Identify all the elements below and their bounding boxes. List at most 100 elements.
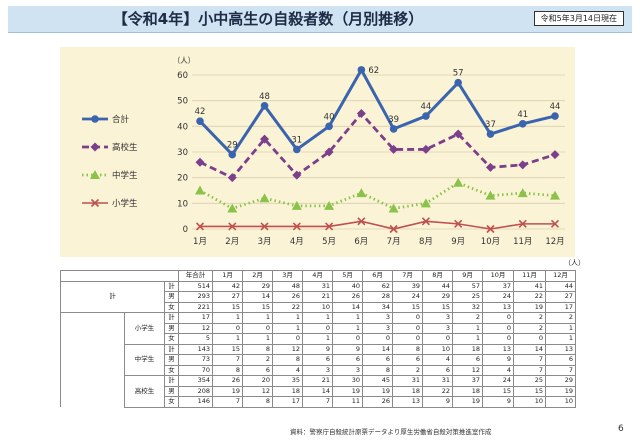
data-point <box>324 200 335 210</box>
table-cell: 14 <box>513 343 547 355</box>
table-cell: 9 <box>332 343 364 355</box>
table-cell: 48 <box>272 280 304 292</box>
table-cell: 39 <box>392 280 424 292</box>
table-row: 中学生計 143 15 8 12 9 9 14 8 10 18 13 14 13 <box>60 343 577 376</box>
x-tick-label: 4月 <box>290 237 304 247</box>
table-cell: 8 <box>242 396 274 408</box>
table-cell: 3 <box>422 312 454 324</box>
table-cell: 8 <box>392 343 424 355</box>
data-point <box>518 119 527 128</box>
x-tick-label: 10月 <box>481 237 500 247</box>
table-cell: 19 <box>212 385 244 397</box>
column-header: 2月 <box>242 270 274 282</box>
legend-label: 中学生 <box>112 170 138 181</box>
table-cell: 13 <box>392 396 424 408</box>
table-cell: 0 <box>392 322 424 334</box>
table-cell: 15 <box>422 301 454 313</box>
data-point <box>325 122 333 131</box>
data-table-wrapper: （人） 年合計 1月 2月 3月 4月 5月 6月 7月 8月 9月 10月 11月 12月 計計 514… <box>59 259 585 408</box>
table-cell: 3 <box>362 322 394 334</box>
table-cell: 3 <box>302 364 334 376</box>
table-cell: 6 <box>332 354 364 366</box>
table-cell: 19 <box>513 301 547 313</box>
table-cell: 1 <box>302 312 334 324</box>
data-point <box>227 203 238 213</box>
column-header: 5月 <box>332 270 364 282</box>
table-cell: 12 <box>178 322 214 334</box>
row-label: 計 <box>163 312 180 324</box>
table-cell: 22 <box>272 301 304 313</box>
data-point <box>389 125 398 133</box>
line-chart: 0 10 20 30 40 50 60 （人） 1月 2月 3月 4月 5月 6月 7月 8月 9月 10月 11月… <box>60 47 575 257</box>
table-cell: 9 <box>302 343 334 355</box>
data-point <box>550 219 560 228</box>
table-cell: 4 <box>482 364 515 376</box>
table-cell: 6 <box>302 354 334 366</box>
data-point <box>195 222 205 231</box>
date-badge: 令和5年3月14日現在 <box>533 11 624 26</box>
table-cell: 1 <box>545 322 577 334</box>
table-cell: 0 <box>242 322 274 334</box>
table-row: 計計 514 42 29 48 31 40 62 39 44 57 37 41 44 <box>60 280 577 313</box>
table-cell: 24 <box>392 291 424 303</box>
data-point <box>422 112 430 120</box>
table-cell: 27 <box>212 291 244 303</box>
data-label: 40 <box>324 112 335 122</box>
table-cell: 18 <box>452 343 484 355</box>
page-number: 6 <box>618 424 624 434</box>
data-point <box>454 219 463 228</box>
table-cell: 2 <box>513 312 547 324</box>
data-point <box>421 144 431 154</box>
group-indent <box>60 344 125 376</box>
table-cell: 6 <box>452 354 484 366</box>
table-cell: 35 <box>272 375 304 387</box>
table-cell: 7 <box>212 396 244 408</box>
table-cell: 18 <box>392 385 424 397</box>
x-tick-label: 3月 <box>258 237 272 247</box>
data-point <box>389 224 398 234</box>
x-tick-label: 8月 <box>419 237 433 247</box>
data-label: 44 <box>550 102 561 112</box>
table-cell: 18 <box>272 385 304 397</box>
table-cell: 6 <box>362 354 394 366</box>
row-label: 女 <box>163 301 180 313</box>
table-cell: 70 <box>178 364 214 376</box>
table-cell: 15 <box>392 301 424 313</box>
table-cell: 10 <box>422 343 454 355</box>
table-cell: 9 <box>482 396 515 408</box>
table-cell: 31 <box>392 375 424 387</box>
table-cell: 9 <box>482 354 515 366</box>
column-header: 4月 <box>302 270 334 282</box>
column-header: 11月 <box>513 270 547 282</box>
table-cell: 0 <box>422 333 454 345</box>
data-point <box>518 160 528 170</box>
table-cell: 14 <box>242 291 274 303</box>
column-header: 9月 <box>452 270 484 282</box>
table-header-row: 年合計 1月 2月 3月 4月 5月 6月 7月 8月 9月 10月 11月 12月 <box>59 270 577 282</box>
data-point <box>195 185 205 195</box>
table-cell: 62 <box>362 280 394 292</box>
table-cell: 7 <box>212 354 244 366</box>
data-point <box>324 147 334 157</box>
table-cell: 41 <box>513 280 547 292</box>
table-cell: 14 <box>362 343 394 355</box>
table-cell: 25 <box>513 375 547 387</box>
y-tick-label: 60 <box>177 71 188 81</box>
table-cell: 2 <box>242 354 274 366</box>
table-cell: 18 <box>452 385 484 397</box>
table-row: 男 293 27 14 26 21 26 28 24 29 25 24 22 27 <box>61 291 577 303</box>
data-point <box>291 200 302 210</box>
data-label: 48 <box>259 92 270 102</box>
y-tick-label: 10 <box>177 199 188 209</box>
column-header: 1月 <box>212 270 244 282</box>
data-point <box>356 188 367 198</box>
source-note: 資料：警察庁自殺統計原票データより厚生労働省自殺対策推進室作成 <box>290 428 492 436</box>
column-header: 年合計 <box>178 270 214 282</box>
table-cell: 8 <box>242 343 274 355</box>
data-point <box>486 130 495 138</box>
table-cell: 293 <box>178 291 214 303</box>
series-line <box>198 66 556 157</box>
y-tick-label: 40 <box>177 122 188 132</box>
table-cell: 37 <box>452 375 484 387</box>
table-cell: 29 <box>242 280 274 292</box>
